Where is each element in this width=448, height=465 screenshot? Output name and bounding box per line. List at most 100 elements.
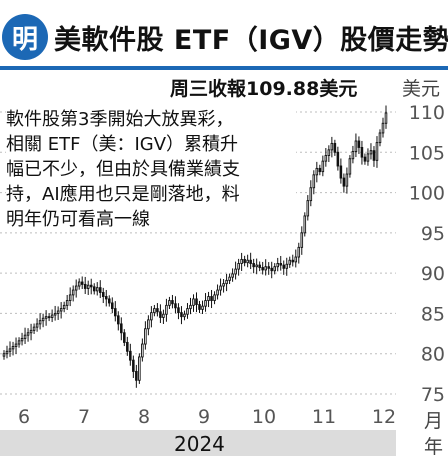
candle-body xyxy=(366,153,370,162)
candle-body xyxy=(183,313,186,318)
candle-body xyxy=(132,359,135,372)
x-tick-label: 8 xyxy=(138,406,150,428)
candle-body xyxy=(360,147,364,158)
candle-body xyxy=(177,307,180,314)
candle-body xyxy=(59,308,63,312)
candle-body xyxy=(35,323,39,328)
title-divider xyxy=(0,66,448,70)
candle-body xyxy=(219,285,222,291)
candle-body xyxy=(237,263,240,270)
candle-body xyxy=(23,334,27,339)
candle-body xyxy=(195,298,198,306)
y-tick-label: 90 xyxy=(421,263,445,285)
candle-body xyxy=(8,348,12,352)
candle-body xyxy=(378,132,382,144)
candle-body xyxy=(273,266,276,272)
candle-body xyxy=(339,165,343,179)
candle-body xyxy=(255,264,258,268)
candle-body xyxy=(53,312,57,316)
candle-body xyxy=(294,256,298,263)
candle-body xyxy=(141,343,144,358)
candle-body xyxy=(318,167,322,173)
candle-body xyxy=(156,308,159,313)
candle-body xyxy=(38,320,42,325)
candle-body xyxy=(86,284,90,289)
candle-body xyxy=(348,158,352,175)
candle-body xyxy=(345,173,349,187)
candle-body xyxy=(306,200,310,217)
candle-body xyxy=(297,246,301,258)
candle-body xyxy=(153,308,156,314)
candle-body xyxy=(270,267,273,272)
candle-body xyxy=(135,370,138,381)
y-tick-label: 75 xyxy=(421,384,445,406)
candle-body xyxy=(321,160,325,173)
candle-body xyxy=(111,302,114,310)
candle-body xyxy=(17,340,21,345)
candle-body xyxy=(65,300,69,306)
candle-body xyxy=(207,296,210,301)
candle-body xyxy=(216,289,219,296)
candle-body xyxy=(309,187,313,202)
candle-body xyxy=(83,283,87,289)
candle-body xyxy=(180,312,183,318)
year-band xyxy=(0,430,396,456)
candle-body xyxy=(234,268,237,275)
candle-body xyxy=(324,155,328,162)
candle-body xyxy=(279,263,283,266)
candle-body xyxy=(138,356,141,381)
note-line: 明年仍可看高一線 xyxy=(6,209,150,230)
candle-body xyxy=(2,353,6,357)
y-tick-label: 110 xyxy=(409,102,445,124)
candle-body xyxy=(204,300,207,307)
candle-body xyxy=(252,263,255,268)
candle-body xyxy=(276,263,279,268)
candle-body xyxy=(201,305,204,310)
candle-body xyxy=(126,341,129,352)
candle-body xyxy=(375,142,379,161)
candle-body xyxy=(26,332,30,336)
newspaper-logo-icon: 明 xyxy=(2,14,48,60)
note-line: 相關 ETF（美：IGV）累積升 xyxy=(6,134,239,155)
candle-body xyxy=(330,142,334,151)
candle-body xyxy=(291,259,295,263)
candle-body xyxy=(56,310,60,314)
candle-body xyxy=(71,289,75,296)
candle-body xyxy=(50,314,54,318)
candle-body xyxy=(92,286,96,292)
year-label: 2024 xyxy=(174,432,225,456)
candle-body xyxy=(107,298,111,304)
candle-body xyxy=(159,311,162,318)
y-tick-label: 105 xyxy=(409,142,445,164)
candle-body xyxy=(231,273,234,278)
candle-body xyxy=(29,329,33,334)
x-tick-label: 6 xyxy=(18,406,30,428)
candle-body xyxy=(282,264,286,269)
candle-body xyxy=(123,332,126,343)
candle-body xyxy=(267,266,270,269)
candle-body xyxy=(369,150,373,155)
candle-body xyxy=(303,215,307,234)
candle-body xyxy=(41,317,45,322)
candle-body xyxy=(129,350,132,361)
candle-series xyxy=(2,105,388,388)
candle-body xyxy=(74,285,78,291)
candle-body xyxy=(11,346,15,350)
candle-body xyxy=(20,337,24,342)
candle-body xyxy=(98,287,102,293)
candle-body xyxy=(246,259,249,264)
candle-body xyxy=(300,232,304,248)
candle-body xyxy=(357,140,361,148)
candle-body xyxy=(381,122,385,134)
candle-body xyxy=(171,300,174,305)
candle-body xyxy=(186,308,189,315)
candle-body xyxy=(249,259,252,264)
candle-body xyxy=(312,174,316,189)
candle-body xyxy=(210,296,213,301)
candle-body xyxy=(372,150,376,161)
candle-body xyxy=(104,296,108,300)
x-tick-label: 11 xyxy=(312,406,336,428)
candle-body xyxy=(198,304,201,310)
y-axis-ticks: 75 80 85 90 95 100 105 110 xyxy=(409,102,445,406)
candle-body xyxy=(189,304,192,310)
